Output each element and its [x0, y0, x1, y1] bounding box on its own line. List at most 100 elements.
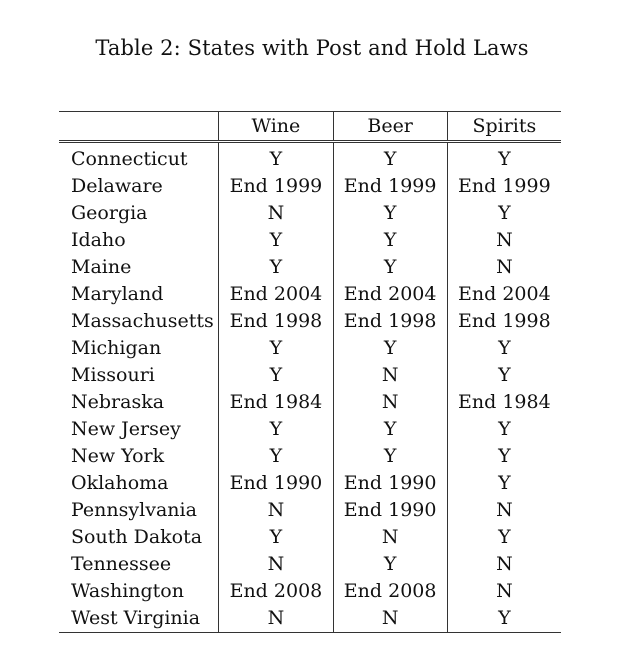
wine-cell: Y [218, 524, 334, 551]
wine-cell: Y [218, 443, 334, 470]
beer-cell: End 1999 [332, 173, 448, 200]
table-row: West Virginia N N Y [59, 605, 561, 633]
wine-cell: End 1990 [218, 470, 334, 497]
table-caption: Table 2: States with Post and Hold Laws [95, 36, 529, 60]
table-row: Oklahoma End 1990 End 1990 Y [59, 470, 561, 497]
spirits-cell: End 1999 [446, 173, 561, 200]
header-state-column [59, 111, 219, 143]
state-cell: New Jersey [71, 418, 181, 440]
wine-cell: End 1999 [218, 173, 334, 200]
table-row: Maryland End 2004 End 2004 End 2004 [59, 281, 561, 308]
beer-cell: Y [332, 227, 448, 254]
spirits-cell: Y [446, 524, 561, 551]
table-row: Washington End 2008 End 2008 N [59, 578, 561, 605]
spirits-cell: N [446, 578, 561, 605]
state-cell: Massachusetts [71, 310, 214, 332]
wine-cell: N [218, 497, 334, 524]
spirits-cell: Y [446, 335, 561, 362]
beer-cell: Y [332, 335, 448, 362]
table-row: Massachusetts End 1998 End 1998 End 1998 [59, 308, 561, 335]
table-row: Michigan Y Y Y [59, 335, 561, 362]
spirits-cell: Y [446, 416, 561, 443]
table-row: Delaware End 1999 End 1999 End 1999 [59, 173, 561, 200]
wine-cell: Y [218, 227, 334, 254]
table-row: Idaho Y Y N [59, 227, 561, 254]
spirits-cell: Y [446, 200, 561, 227]
wine-cell: Y [218, 362, 334, 389]
post-and-hold-table: Wine Beer Spirits Connecticut Y Y Y Delaware… [59, 111, 561, 633]
table-row: Pennsylvania N End 1990 N [59, 497, 561, 524]
state-cell: Oklahoma [71, 472, 169, 494]
state-cell: Michigan [71, 337, 162, 359]
wine-cell: End 1984 [218, 389, 334, 416]
beer-cell: N [332, 605, 448, 633]
state-cell: Delaware [71, 175, 163, 197]
header-beer: Beer [332, 111, 448, 143]
header-wine: Wine [218, 111, 334, 143]
table-body: Connecticut Y Y Y Delaware End 1999 End 1999 En… [59, 141, 561, 633]
header-spirits: Spirits [446, 111, 561, 143]
state-cell: South Dakota [71, 526, 203, 548]
beer-cell: Y [332, 551, 448, 578]
table-row: New York Y Y Y [59, 443, 561, 470]
beer-cell: N [332, 524, 448, 551]
state-cell: Missouri [71, 364, 155, 386]
beer-cell: End 1990 [332, 470, 448, 497]
state-cell: Maine [71, 256, 132, 278]
table-row: Nebraska End 1984 N End 1984 [59, 389, 561, 416]
table-row: Connecticut Y Y Y [59, 141, 561, 173]
wine-cell: N [218, 605, 334, 633]
beer-cell: Y [332, 200, 448, 227]
wine-cell: End 2008 [218, 578, 334, 605]
spirits-cell: N [446, 227, 561, 254]
state-cell: Connecticut [71, 148, 188, 170]
beer-cell: End 2004 [332, 281, 448, 308]
wine-cell: End 1998 [218, 308, 334, 335]
data-table: Wine Beer Spirits Connecticut Y Y Y Delaware… [59, 111, 561, 633]
wine-cell: Y [218, 416, 334, 443]
table-row: Tennessee N Y N [59, 551, 561, 578]
beer-cell: N [332, 389, 448, 416]
state-cell: West Virginia [59, 605, 219, 633]
spirits-cell: End 2004 [446, 281, 561, 308]
state-cell: Idaho [71, 229, 126, 251]
beer-cell: End 1990 [332, 497, 448, 524]
state-cell: Nebraska [71, 391, 165, 413]
table-row: Georgia N Y Y [59, 200, 561, 227]
beer-cell: N [332, 362, 448, 389]
wine-cell: Y [218, 335, 334, 362]
spirits-cell: Y [446, 443, 561, 470]
beer-cell: Y [332, 254, 448, 281]
beer-cell: End 2008 [332, 578, 448, 605]
spirits-cell: Y [446, 141, 561, 173]
state-cell: Tennessee [71, 553, 172, 575]
spirits-cell: N [446, 254, 561, 281]
spirits-cell: Y [446, 470, 561, 497]
spirits-cell: Y [446, 362, 561, 389]
state-cell: Pennsylvania [71, 499, 197, 521]
beer-cell: End 1998 [332, 308, 448, 335]
spirits-cell: N [446, 497, 561, 524]
beer-cell: Y [332, 416, 448, 443]
beer-cell: Y [332, 443, 448, 470]
wine-cell: N [218, 200, 334, 227]
table-row: South Dakota Y N Y [59, 524, 561, 551]
spirits-cell: N [446, 551, 561, 578]
table-row: Missouri Y N Y [59, 362, 561, 389]
header-row: Wine Beer Spirits [59, 111, 561, 143]
table-header: Wine Beer Spirits [59, 111, 561, 143]
spirits-cell: End 1998 [446, 308, 561, 335]
state-cell: Washington [71, 580, 184, 602]
spirits-cell: Y [446, 605, 561, 633]
table-row: New Jersey Y Y Y [59, 416, 561, 443]
state-cell: New York [71, 445, 165, 467]
wine-cell: End 2004 [218, 281, 334, 308]
wine-cell: N [218, 551, 334, 578]
beer-cell: Y [332, 141, 448, 173]
table-row: Maine Y Y N [59, 254, 561, 281]
wine-cell: Y [218, 254, 334, 281]
state-cell: Maryland [71, 283, 164, 305]
wine-cell: Y [218, 141, 334, 173]
spirits-cell: End 1984 [446, 389, 561, 416]
state-cell: Georgia [71, 202, 148, 224]
